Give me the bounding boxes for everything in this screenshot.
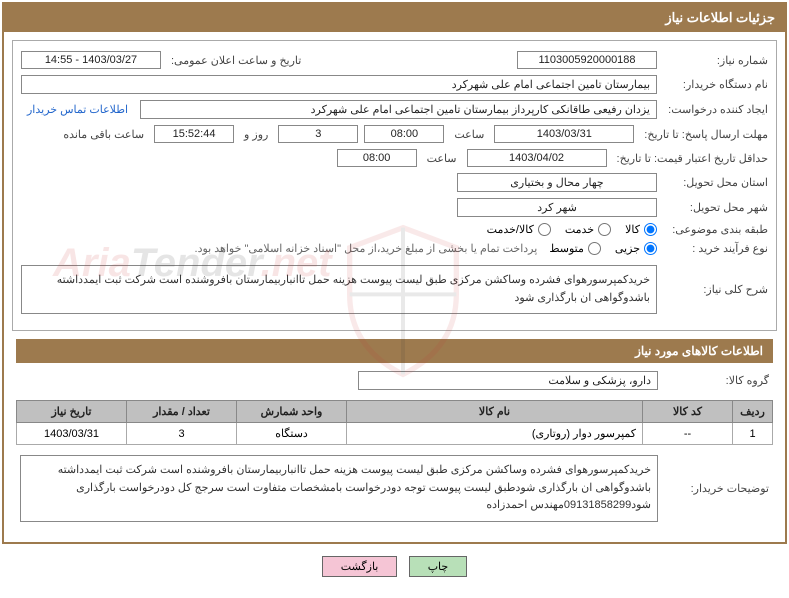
- purchase-process-option[interactable]: متوسط: [549, 242, 601, 255]
- days-label: روز و: [240, 128, 272, 141]
- subject-class-option[interactable]: کالا/خدمت: [487, 223, 551, 236]
- table-header: ردیف: [733, 401, 773, 423]
- subject-class-option[interactable]: کالا: [625, 223, 657, 236]
- purchase-process-group: جزیی متوسط: [549, 242, 657, 255]
- response-time-label: ساعت: [450, 128, 488, 141]
- need-summary-value: خریدکمپرسورهوای فشرده وساکشن مرکزی طبق ل…: [21, 265, 657, 314]
- subject-class-option[interactable]: خدمت: [565, 223, 611, 236]
- requester-label: ایجاد کننده درخواست:: [663, 103, 768, 116]
- price-validity-date: 1403/04/02: [467, 149, 607, 167]
- countdown-timer: 15:52:44: [154, 125, 234, 143]
- response-deadline-time: 08:00: [364, 125, 444, 143]
- response-deadline-date: 1403/03/31: [494, 125, 634, 143]
- announce-datetime-value: 1403/03/27 - 14:55: [21, 51, 161, 69]
- price-validity-label: حداقل تاریخ اعتبار قیمت: تا تاریخ:: [613, 152, 768, 165]
- table-header: تعداد / مقدار: [127, 401, 237, 423]
- goods-group-value: دارو، پزشکی و سلامت: [358, 371, 658, 390]
- subject-class-group: کالا خدمت کالا/خدمت: [487, 223, 657, 236]
- details-panel: AriaTender.net شماره نیاز: 1103005920000…: [12, 40, 777, 331]
- purchase-process-note: پرداخت تمام یا بخشی از مبلغ خرید،از محل …: [195, 242, 544, 255]
- buyer-org-label: نام دستگاه خریدار:: [663, 78, 768, 91]
- goods-table: ردیفکد کالانام کالاواحد شمارشتعداد / مقد…: [16, 400, 773, 445]
- days-remaining: 3: [278, 125, 358, 143]
- remaining-label: ساعت باقی مانده: [59, 128, 148, 141]
- subject-class-label: طبقه بندی موضوعی:: [663, 223, 768, 236]
- delivery-province-label: استان محل تحویل:: [663, 176, 768, 189]
- need-number-label: شماره نیاز:: [663, 54, 768, 67]
- table-header: تاریخ نیاز: [17, 401, 127, 423]
- table-header: کد کالا: [643, 401, 733, 423]
- print-button[interactable]: چاپ: [409, 556, 468, 577]
- response-deadline-label: مهلت ارسال پاسخ: تا تاریخ:: [640, 128, 768, 141]
- delivery-province-value: چهار محال و بختیاری: [457, 173, 657, 192]
- table-header: نام کالا: [347, 401, 643, 423]
- goods-section-title: اطلاعات کالاهای مورد نیاز: [16, 339, 773, 363]
- purchase-process-label: نوع فرآیند خرید :: [663, 242, 768, 255]
- need-summary-label: شرح کلی نیاز:: [663, 283, 768, 296]
- announce-datetime-label: تاریخ و ساعت اعلان عمومی:: [167, 54, 305, 67]
- delivery-city-value: شهر کرد: [457, 198, 657, 217]
- purchase-process-option[interactable]: جزیی: [615, 242, 657, 255]
- table-row: 1--کمپرسور دوار (روتاری)دستگاه31403/03/3…: [17, 423, 773, 445]
- need-number-value: 1103005920000188: [517, 51, 657, 69]
- goods-group-label: گروه کالا:: [664, 374, 769, 387]
- buyer-notes-label: توضیحات خریدار:: [664, 482, 769, 495]
- delivery-city-label: شهر محل تحویل:: [663, 201, 768, 214]
- buyer-org-value: بیمارستان تامین اجتماعی امام علی شهرکرد: [21, 75, 657, 94]
- price-validity-time-label: ساعت: [423, 152, 461, 165]
- buyer-contact-link[interactable]: اطلاعات تماس خریدار: [21, 103, 134, 116]
- back-button[interactable]: بازگشت: [322, 556, 398, 577]
- requester-value: یزدان رفیعی طاقانکی کارپرداز بیمارستان ت…: [140, 100, 657, 119]
- buyer-notes-value: خریدکمپرسورهوای فشرده وساکشن مرکزی طبق ل…: [20, 455, 658, 522]
- page-title: جزئیات اطلاعات نیاز: [4, 4, 785, 32]
- table-header: واحد شمارش: [237, 401, 347, 423]
- price-validity-time: 08:00: [337, 149, 417, 167]
